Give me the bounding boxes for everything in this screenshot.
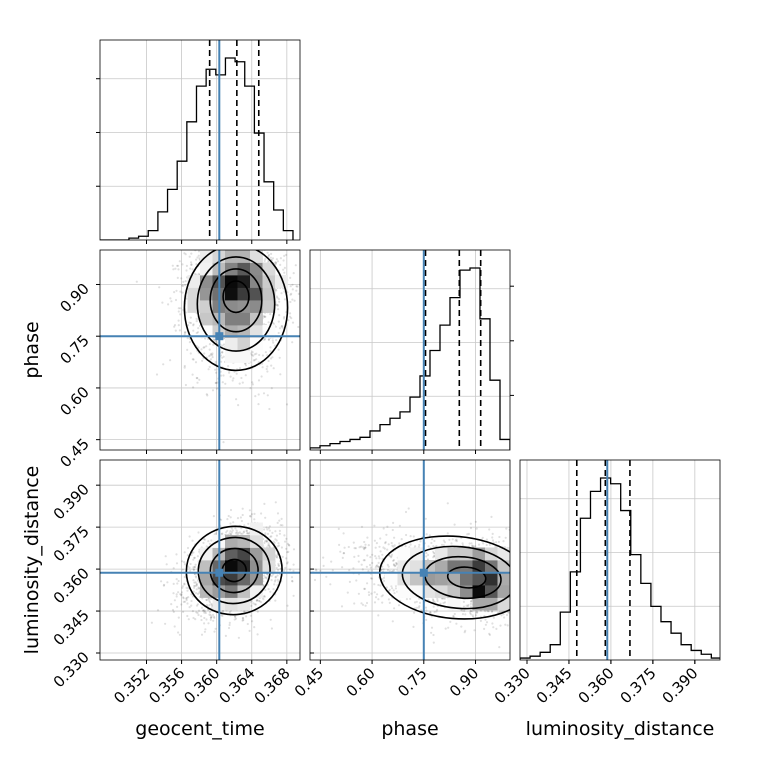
ytick-label-luminosity_distance: 0.330: [50, 648, 93, 691]
xtick-label-phase: 0.45: [291, 664, 327, 700]
histogram-frame-geocent_time: [99, 39, 301, 241]
histogram-panel-luminosity_distance: [520, 460, 720, 660]
xlabel-geocent-time: geocent_time: [135, 718, 264, 740]
truth-marker: [419, 568, 428, 577]
ytick-label-luminosity_distance: 0.390: [50, 480, 93, 523]
xtick-label-geocent_time: 0.352: [110, 664, 153, 707]
xtick-label-luminosity_distance: 0.330: [491, 664, 534, 707]
xtick-label-geocent_time: 0.356: [145, 664, 188, 707]
ylabel-phase: phase: [21, 321, 43, 378]
contour-level-0: [446, 566, 487, 589]
scatter-panel-geocent_time-phase: [100, 250, 300, 450]
contour-level-1: [209, 268, 263, 333]
contour-level-0: [222, 280, 250, 314]
histogram-step-luminosity_distance: [520, 477, 720, 660]
truth-marker: [215, 332, 224, 341]
density-blocks: [187, 250, 288, 363]
scatter-panel-phase-luminosity_distance: [310, 460, 510, 660]
ylabel-luminosity-distance: luminosity_distance: [21, 466, 43, 655]
ytick-label-luminosity_distance: 0.360: [50, 564, 93, 607]
scatter-frame-phase-luminosity_distance: [309, 459, 511, 661]
xtick-label-luminosity_distance: 0.390: [659, 664, 702, 707]
xtick-label-phase: 0.75: [394, 664, 430, 700]
histogram-step-geocent_time: [100, 57, 294, 240]
ytick-label-phase: 0.60: [56, 383, 92, 419]
contour-level-3: [378, 535, 510, 620]
xtick-label-luminosity_distance: 0.360: [575, 664, 618, 707]
ytick-label-luminosity_distance: 0.375: [50, 522, 93, 565]
ytick-label-phase: 0.45: [56, 435, 92, 471]
xlabel-luminosity-distance: luminosity_distance: [526, 718, 715, 740]
xtick-label-luminosity_distance: 0.345: [533, 664, 576, 707]
xtick-label-luminosity_distance: 0.375: [617, 664, 660, 707]
contour-level-3: [183, 250, 289, 372]
histogram-step-phase: [310, 267, 510, 450]
ytick-label-phase: 0.90: [56, 280, 92, 316]
truth-marker: [215, 568, 224, 577]
scatter-panel-geocent_time-luminosity_distance: [100, 460, 300, 660]
scatter-frame-geocent_time-phase: [99, 249, 301, 451]
ytick-label-luminosity_distance: 0.345: [50, 606, 93, 649]
contour-level-2: [196, 256, 276, 352]
xlabel-phase: phase: [381, 718, 438, 740]
histogram-frame-phase: [309, 249, 511, 451]
xtick-label-phase: 0.60: [343, 664, 379, 700]
histogram-panel-geocent_time: [100, 40, 300, 240]
contour-level-3: [185, 525, 283, 616]
contour-level-2: [197, 536, 271, 605]
xtick-label-geocent_time: 0.368: [251, 664, 294, 707]
xtick-label-geocent_time: 0.364: [215, 664, 258, 707]
histogram-frame-luminosity_distance: [519, 459, 721, 661]
scatter-frame-geocent_time-luminosity_distance: [99, 459, 301, 661]
xtick-label-geocent_time: 0.360: [180, 664, 223, 707]
histogram-panel-phase: [310, 250, 510, 450]
ytick-label-phase: 0.75: [56, 331, 92, 367]
xtick-label-phase: 0.90: [446, 664, 482, 700]
